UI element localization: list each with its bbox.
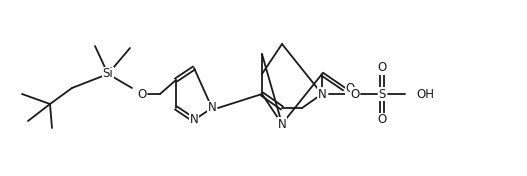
Text: O: O bbox=[138, 87, 147, 100]
Text: N: N bbox=[190, 114, 198, 127]
Text: O: O bbox=[350, 87, 359, 100]
Text: N: N bbox=[318, 87, 326, 100]
Text: O: O bbox=[345, 83, 355, 96]
Text: S: S bbox=[378, 87, 386, 100]
Text: OH: OH bbox=[416, 87, 434, 100]
Text: O: O bbox=[377, 61, 387, 74]
Text: O: O bbox=[377, 114, 387, 127]
Text: Si: Si bbox=[103, 68, 113, 80]
Text: N: N bbox=[278, 118, 286, 130]
Text: N: N bbox=[208, 102, 217, 115]
